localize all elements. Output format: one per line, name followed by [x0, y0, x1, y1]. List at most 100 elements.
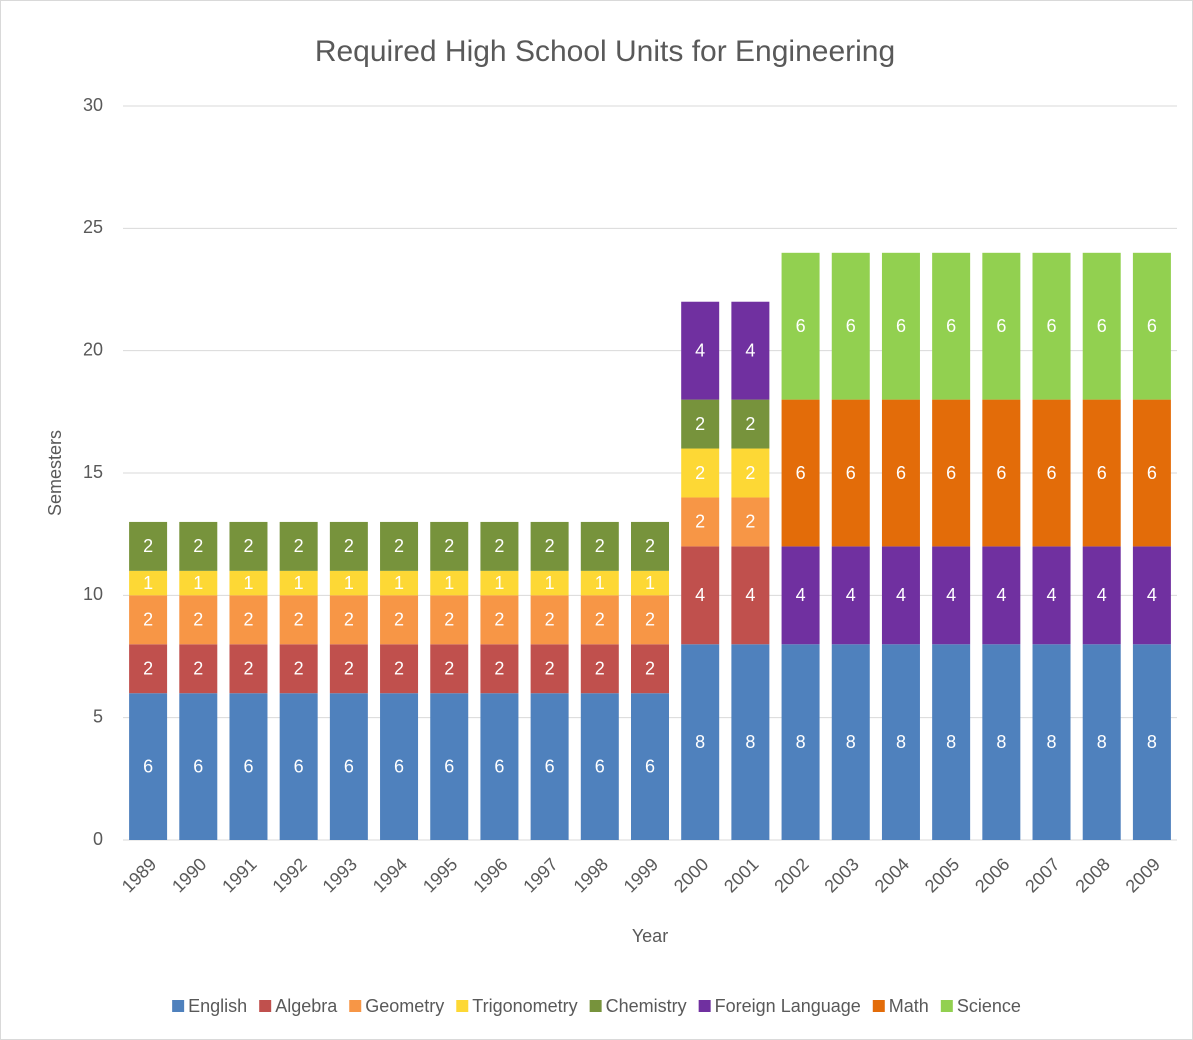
- data-label: 2: [745, 512, 755, 532]
- data-label: 6: [1147, 463, 1157, 483]
- data-label: 2: [143, 658, 153, 678]
- data-label: 2: [444, 658, 454, 678]
- bar-segment: [329, 570, 368, 596]
- data-label: 6: [1047, 316, 1057, 336]
- data-label: 1: [494, 573, 504, 593]
- bar-segment: [681, 644, 720, 840]
- data-label: 6: [595, 756, 605, 776]
- data-label: 6: [394, 756, 404, 776]
- bar-segment: [731, 644, 770, 840]
- legend-label: Algebra: [275, 996, 338, 1016]
- data-label: 6: [444, 756, 454, 776]
- data-label: 6: [946, 463, 956, 483]
- data-label: 4: [896, 585, 906, 605]
- data-label: 2: [494, 658, 504, 678]
- data-label: 2: [193, 610, 203, 630]
- bar-segment: [932, 399, 971, 547]
- bar-segment: [179, 693, 218, 840]
- bar-segment: [179, 570, 218, 596]
- bar-segment: [1082, 546, 1121, 645]
- bar-segment: [329, 521, 368, 571]
- chart-title: Required High School Units for Engineeri…: [315, 35, 895, 68]
- legend-label: Trigonometry: [472, 996, 577, 1016]
- bar-segment: [380, 595, 419, 645]
- data-label: 2: [545, 658, 555, 678]
- bar-segment: [229, 521, 268, 571]
- bar-segment: [781, 399, 820, 547]
- data-label: 2: [344, 536, 354, 556]
- data-label: 6: [996, 316, 1006, 336]
- data-label: 2: [243, 610, 253, 630]
- bar-segment: [631, 693, 669, 840]
- bar-segment: [129, 693, 168, 840]
- data-label: 6: [1047, 463, 1057, 483]
- bar-segment: [1082, 252, 1121, 400]
- data-label: 2: [193, 536, 203, 556]
- bar-segment: [781, 546, 820, 645]
- bar-segment: [932, 252, 971, 400]
- legend-swatch: [940, 1000, 953, 1012]
- bar-segment: [1132, 399, 1171, 547]
- data-label: 4: [796, 585, 806, 605]
- bar-segment: [580, 521, 619, 571]
- bar-segment: [731, 546, 770, 645]
- data-label: 1: [645, 573, 655, 593]
- data-label: 6: [896, 463, 906, 483]
- bar-segment: [430, 693, 469, 840]
- data-label: 2: [294, 658, 304, 678]
- data-label: 6: [1097, 463, 1107, 483]
- data-label: 6: [1147, 316, 1157, 336]
- data-label: 6: [193, 756, 203, 776]
- bar-segment: [681, 497, 720, 547]
- bar-segment: [329, 595, 368, 645]
- bar-segment: [129, 570, 168, 596]
- y-tick-label: 30: [83, 95, 103, 115]
- data-label: 2: [494, 610, 504, 630]
- data-label: 6: [494, 756, 504, 776]
- bar-segment: [480, 521, 519, 571]
- bar-segment: [329, 644, 368, 694]
- bar-segment: [179, 521, 218, 571]
- data-label: 6: [796, 316, 806, 336]
- bar-segment: [881, 644, 920, 840]
- bar-segment: [129, 521, 168, 571]
- data-label: 2: [444, 536, 454, 556]
- bar-segment: [430, 521, 469, 571]
- bar-segment: [380, 693, 419, 840]
- bar-segment: [831, 399, 870, 547]
- bar-segment: [430, 570, 469, 596]
- data-label: 2: [444, 610, 454, 630]
- data-label: 4: [745, 340, 755, 360]
- data-label: 8: [846, 732, 856, 752]
- data-label: 2: [695, 414, 705, 434]
- data-label: 1: [193, 573, 203, 593]
- bar-segment: [831, 252, 870, 400]
- data-label: 2: [595, 536, 605, 556]
- bar-segment: [1132, 252, 1171, 400]
- data-label: 2: [545, 536, 555, 556]
- bar-segment: [279, 570, 318, 596]
- data-label: 1: [143, 573, 153, 593]
- bar-segment: [631, 644, 669, 694]
- bar-segment: [631, 521, 669, 571]
- bar-segment: [329, 693, 368, 840]
- y-tick-label: 25: [83, 217, 103, 237]
- bar-segment: [982, 252, 1021, 400]
- data-label: 6: [545, 756, 555, 776]
- data-label: 2: [143, 536, 153, 556]
- bar-segment: [580, 570, 619, 596]
- bar-segment: [580, 595, 619, 645]
- legend-label: Foreign Language: [715, 996, 861, 1016]
- data-label: 2: [695, 463, 705, 483]
- data-label: 2: [294, 610, 304, 630]
- data-label: 6: [996, 463, 1006, 483]
- legend-swatch: [589, 1000, 602, 1012]
- bar-segment: [380, 644, 419, 694]
- data-label: 1: [545, 573, 555, 593]
- data-label: 2: [645, 536, 655, 556]
- bar-segment: [129, 644, 168, 694]
- y-tick-label: 15: [83, 462, 103, 482]
- legend-label: Geometry: [365, 996, 444, 1016]
- legend-label: Chemistry: [606, 996, 687, 1016]
- bar-segment: [530, 521, 569, 571]
